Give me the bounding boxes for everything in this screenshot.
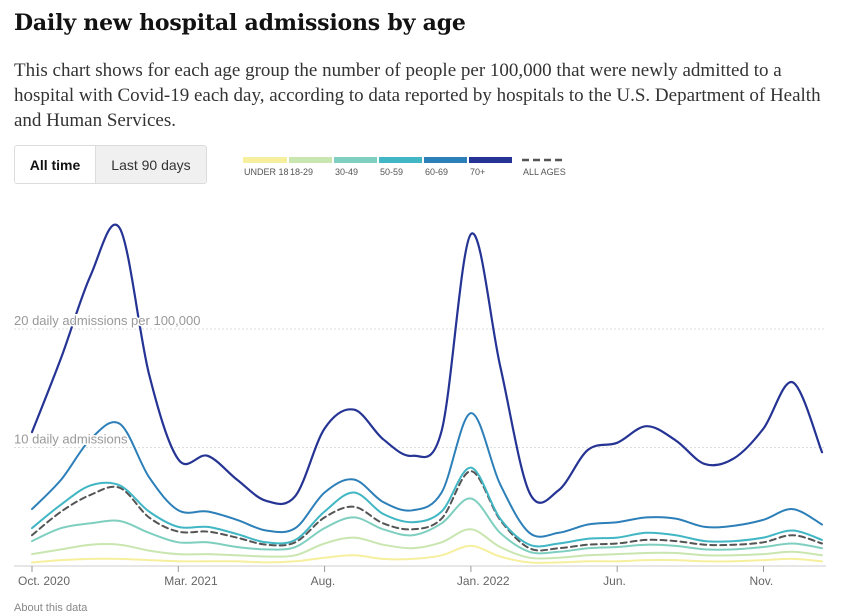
line-chart: 20 daily admissions per 100,000 10 daily …	[13, 223, 826, 588]
series-line-under-18	[31, 544, 823, 564]
all-time-button[interactable]: All time	[15, 146, 95, 183]
last-90-days-button[interactable]: Last 90 days	[95, 146, 206, 183]
x-tick-label: Jan. 2022	[457, 574, 510, 588]
time-range-toggle: All time Last 90 days	[14, 145, 207, 184]
x-tick-label: Oct. 2020	[18, 574, 70, 588]
about-data-link[interactable]: About this data	[14, 602, 88, 614]
x-tick-label: Jun.	[603, 574, 626, 588]
x-tick-label: Mar. 2021	[164, 574, 218, 588]
series-line-30-49	[31, 497, 823, 555]
series-line-18-29	[31, 528, 823, 560]
chart-title: Daily new hospital admissions by age	[14, 10, 466, 36]
series-line-50-59	[31, 466, 823, 548]
x-tick-label: Nov.	[749, 574, 773, 588]
y-axis-label: 20 daily admissions per 100,000	[14, 313, 200, 328]
chart-description: This chart shows for each age group the …	[14, 60, 821, 131]
y-axis-label: 10 daily admissions	[14, 432, 128, 447]
x-tick-label: Aug.	[311, 574, 336, 588]
series-line-all-ages	[31, 470, 823, 552]
series-line-70-	[30, 223, 824, 506]
series-line-60-69	[31, 412, 823, 538]
